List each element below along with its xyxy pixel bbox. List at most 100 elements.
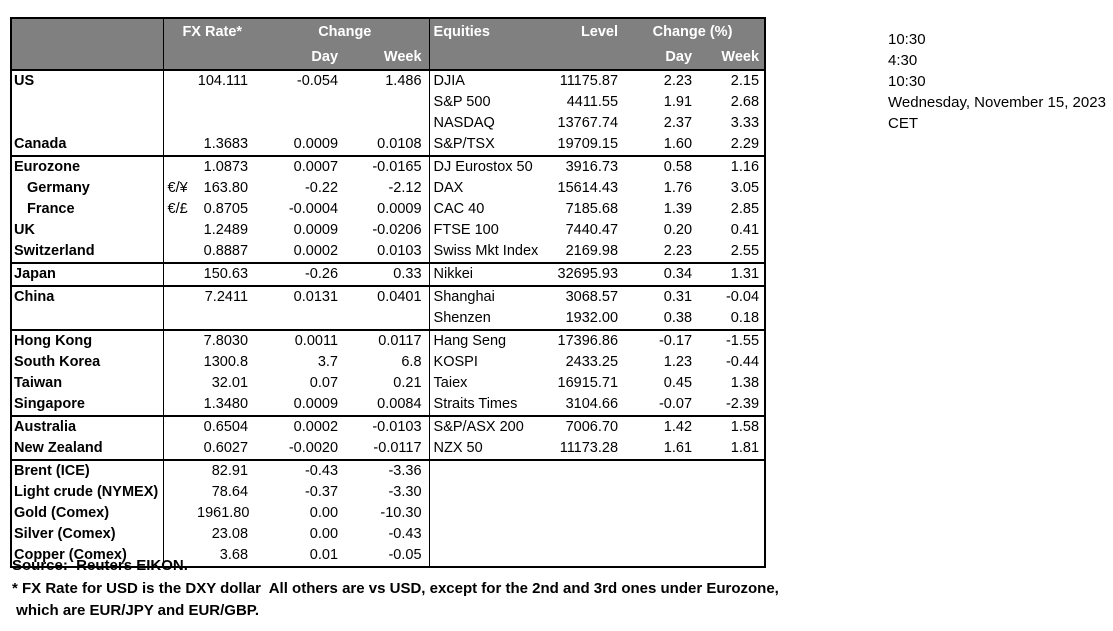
- fx-week-change: -0.0103: [372, 419, 422, 435]
- fx-week-change: [347, 113, 429, 134]
- fx-day-change: -0.37: [304, 484, 339, 500]
- fx-rate-value: 3.68: [219, 547, 249, 563]
- fx-day-change: 0.00: [309, 505, 339, 521]
- equity-day-change: 1.60: [663, 136, 693, 152]
- fx-rate-value: 1300.8: [203, 354, 249, 370]
- currency-pair: [162, 482, 197, 503]
- equity-level: 19709.15: [557, 136, 619, 152]
- fx-day-change: 0.0002: [293, 419, 339, 435]
- fx-week-change: -0.05: [388, 547, 422, 563]
- fx-rate-value: 0.6504: [203, 419, 249, 435]
- equity-level: 15614.43: [557, 180, 619, 196]
- currency-pair: [162, 416, 197, 438]
- equity-week-change: 1.16: [730, 159, 760, 175]
- equity-day-change: 2.23: [663, 73, 693, 89]
- currency-pair: [162, 286, 197, 308]
- equity-level: [541, 545, 621, 567]
- header-fx-rate: FX Rate*: [162, 18, 262, 44]
- equity-name: DJIA: [428, 70, 542, 92]
- fx-rate-value: 150.63: [203, 266, 249, 282]
- equity-week-change: [695, 460, 765, 482]
- header-blank-equity: [428, 44, 542, 70]
- equity-day-change: 1.91: [663, 94, 693, 110]
- currency-pair: [162, 92, 197, 113]
- row-label: [11, 113, 163, 134]
- equity-week-change: 2.68: [730, 94, 760, 110]
- table-row: US 104.111 -0.054 1.486 DJIA 11175.87 2.23 2.15: [11, 70, 765, 92]
- table-row: China 7.2411 0.0131 0.0401 Shanghai 3068.57 0.…: [11, 286, 765, 308]
- equity-week-change: 1.81: [730, 440, 760, 456]
- timestamp-line: 4:30: [888, 52, 918, 69]
- row-label: Silver (Comex): [14, 526, 116, 542]
- fx-rate-value: [197, 113, 261, 134]
- equity-day-change: 1.76: [663, 180, 693, 196]
- equity-level: 1932.00: [565, 310, 619, 326]
- table-section: US 104.111 -0.054 1.486 DJIA 11175.87 2.23 2.15…: [11, 70, 766, 156]
- equity-name: Hang Seng: [428, 330, 542, 352]
- row-label: Australia: [14, 419, 77, 435]
- table-row: Light crude (NYMEX) 78.64 -0.37 -3.30: [11, 482, 765, 503]
- equity-week-change: 1.38: [730, 375, 760, 391]
- currency-pair: [162, 524, 197, 545]
- header-row-1: FX Rate* Change Equities Level Change (%…: [11, 18, 766, 44]
- fx-day-change: -0.0004: [288, 201, 339, 217]
- fx-day-change: 0.0007: [293, 159, 339, 175]
- row-label: Light crude (NYMEX): [14, 484, 159, 500]
- fx-rate-value: 7.2411: [204, 289, 249, 305]
- table-row: NASDAQ 13767.74 2.37 3.33: [11, 113, 765, 134]
- equity-level: 7185.68: [565, 201, 619, 217]
- equity-level: 3104.66: [565, 396, 619, 412]
- equity-day-change: 2.37: [663, 115, 693, 131]
- equity-week-change: 1.58: [730, 419, 760, 435]
- fx-day-change: [261, 113, 347, 134]
- equity-level: 7006.70: [565, 419, 619, 435]
- currency-pair: €/£: [162, 199, 197, 220]
- footnote-line-2: which are EUR/JPY and EUR/GBP.: [12, 602, 260, 619]
- fx-day-change: -0.0020: [288, 440, 339, 456]
- header-blank-level: [541, 44, 622, 70]
- fx-rate-value: [197, 92, 261, 113]
- equity-week-change: 3.05: [730, 180, 760, 196]
- currency-pair: [162, 503, 197, 524]
- fx-week-change: 0.0103: [377, 243, 422, 259]
- timestamp-line: 10:30: [888, 31, 926, 48]
- table-row: Canada 1.3683 0.0009 0.0108 S&P/TSX 19709.15 1…: [11, 134, 765, 156]
- fx-week-change: -0.0117: [373, 440, 422, 456]
- equity-name: S&P/TSX: [428, 134, 542, 156]
- equity-day-change: [621, 460, 695, 482]
- currency-pair: [162, 330, 197, 352]
- footnote-line-1: * FX Rate for USD is the DXY dollar All …: [12, 580, 779, 597]
- equity-name: Shanghai: [428, 286, 542, 308]
- row-label: France: [27, 201, 75, 217]
- equity-name: [428, 482, 542, 503]
- row-label: Gold (Comex): [14, 505, 110, 521]
- fx-week-change: 1.486: [385, 73, 422, 89]
- equity-week-change: -2.39: [725, 396, 760, 412]
- row-label: [11, 308, 163, 330]
- equity-name: NZX 50: [428, 438, 542, 460]
- table-section: Australia 0.6504 0.0002 -0.0103 S&P/ASX 200 7…: [11, 416, 766, 460]
- equity-level: 17396.86: [557, 333, 619, 349]
- fx-day-change: [261, 92, 347, 113]
- equity-level: 13767.74: [557, 115, 619, 131]
- row-label: Canada: [14, 136, 67, 152]
- table-row: UK 1.2489 0.0009 -0.0206 FTSE 100 7440.47 0.20…: [11, 220, 765, 241]
- currency-pair: [162, 438, 197, 460]
- fx-week-change: 0.0009: [377, 201, 422, 217]
- fx-day-change: 0.0009: [293, 136, 339, 152]
- equity-week-change: [695, 482, 765, 503]
- equity-week-change: [695, 503, 765, 524]
- header-fx-week: Week: [347, 44, 430, 70]
- fx-rate-value: 1.2489: [203, 222, 249, 238]
- fx-rate-value: 1.0873: [203, 159, 249, 175]
- equity-day-change: 0.20: [663, 222, 693, 238]
- header-equities: Equities: [428, 18, 542, 44]
- table-row: Taiwan 32.01 0.07 0.21 Taiex 16915.71 0.45 1.38: [11, 373, 765, 394]
- row-label: Singapore: [14, 396, 85, 412]
- equity-day-change: 1.42: [663, 419, 693, 435]
- fx-week-change: -0.0165: [372, 159, 422, 175]
- table-section: Japan 150.63 -0.26 0.33 Nikkei 32695.93 0.34 1.…: [11, 263, 766, 286]
- fx-day-change: -0.054: [296, 73, 339, 89]
- equity-day-change: 0.45: [663, 375, 693, 391]
- table-row: Singapore 1.3480 0.0009 0.0084 Straits Times…: [11, 394, 765, 416]
